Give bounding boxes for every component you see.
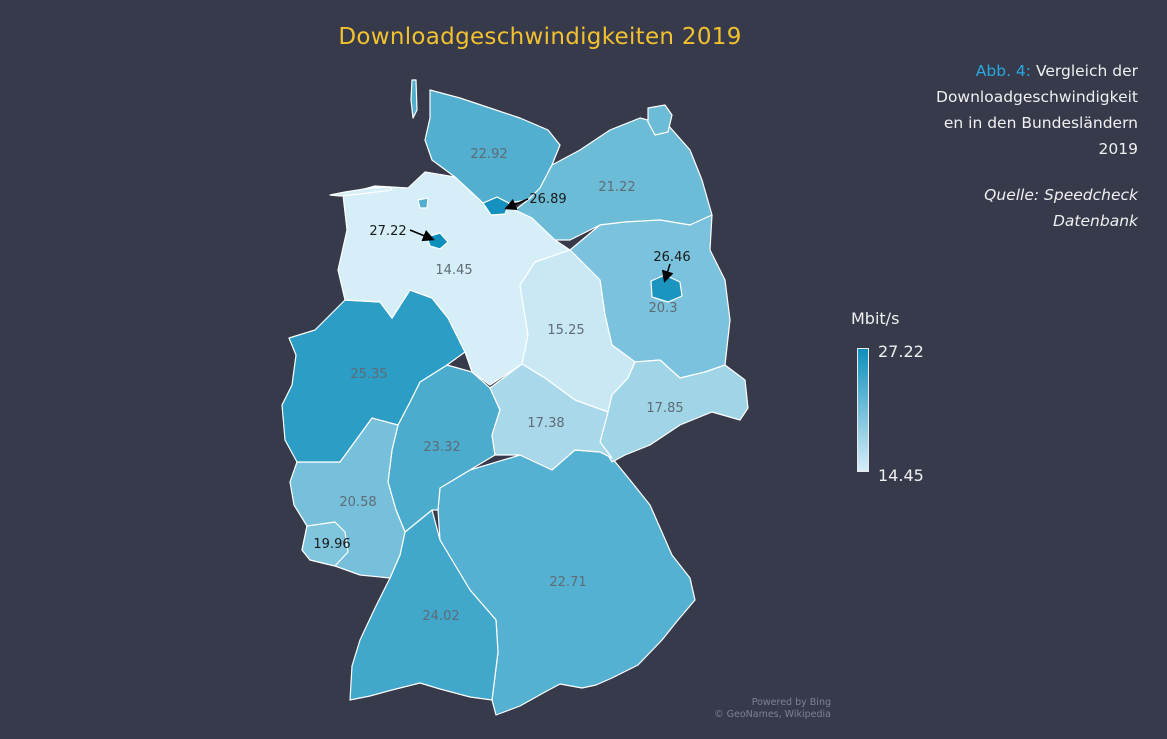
figure-caption: Abb. 4: Vergleich der Downloadgeschwindi… — [908, 58, 1138, 162]
state-sachsen — [599, 359, 749, 463]
label-bremen: 27.22 — [369, 224, 406, 239]
label-sachsen: 17.85 — [646, 401, 683, 416]
attribution-line-1: Powered by Bing — [751, 697, 831, 708]
bremen-callout-arrow — [409, 229, 435, 242]
label-mecklenburg-vorpommern: 21.22 — [598, 180, 635, 195]
label-berlin: 26.46 — [653, 250, 690, 265]
caption-line-1: Vergleich der — [1035, 62, 1138, 80]
figure-label: Abb. 4: — [975, 62, 1032, 80]
island-helgoland — [417, 197, 429, 209]
legend-min-label: 14.45 — [878, 466, 924, 485]
source-note: Quelle: Speedcheck Datenbank — [908, 182, 1138, 234]
label-nordrhein-westfalen: 25.35 — [350, 367, 387, 382]
state-baden-wuerttemberg — [349, 509, 499, 701]
source-line-1: Quelle: Speedcheck — [984, 186, 1138, 204]
label-brandenburg: 20.3 — [649, 301, 678, 316]
legend-title: Mbit/s — [851, 309, 900, 328]
legend-gradient-bar — [857, 348, 869, 472]
label-niedersachsen: 14.45 — [435, 263, 472, 278]
caption-line-4: 2019 — [1098, 140, 1138, 158]
map-title: Downloadgeschwindigkeiten 2019 — [338, 24, 742, 50]
island-sylt — [410, 79, 418, 119]
caption-line-3: en in den Bundesländern — [943, 114, 1138, 132]
label-hessen: 23.32 — [423, 440, 460, 455]
attribution-line-2: © GeoNames, Wikipedia — [714, 709, 831, 720]
label-schleswig-holstein: 22.92 — [470, 147, 507, 162]
label-baden-wuerttemberg: 24.02 — [422, 609, 459, 624]
source-line-2: Datenbank — [1052, 212, 1138, 230]
label-saarland: 19.96 — [313, 537, 350, 552]
legend-max-label: 27.22 — [878, 342, 924, 361]
map-attribution: Powered by Bing © GeoNames, Wikipedia — [714, 697, 831, 721]
state-saarland — [301, 521, 349, 567]
island-ruegen — [647, 104, 673, 136]
berlin-callout-arrow — [661, 263, 674, 283]
state-thueringen — [489, 363, 613, 471]
island-east-frisian — [329, 186, 393, 197]
label-thueringen: 17.38 — [527, 416, 564, 431]
label-hamburg: 26.89 — [529, 192, 566, 207]
label-bayern: 22.71 — [549, 575, 586, 590]
caption-line-2: Downloadgeschwindigkeit — [936, 88, 1138, 106]
label-sachsen-anhalt: 15.25 — [547, 323, 584, 338]
hamburg-callout-arrow — [504, 198, 529, 210]
label-rheinland-pfalz: 20.58 — [339, 495, 376, 510]
